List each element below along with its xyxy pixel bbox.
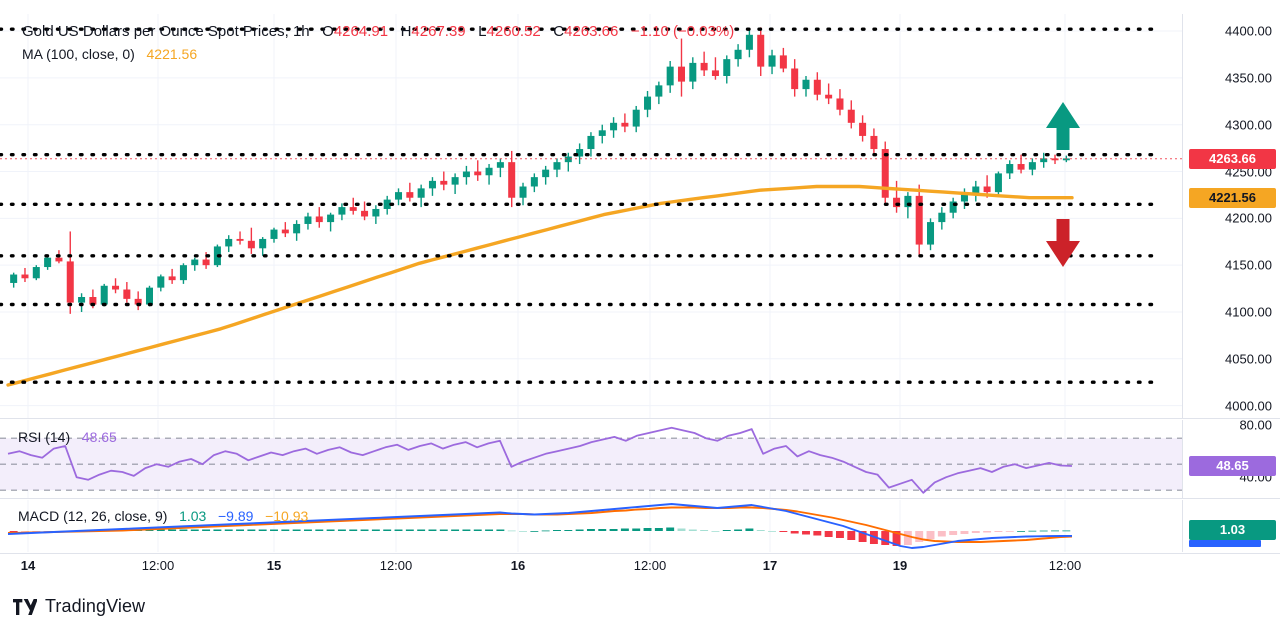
bullish-arrow[interactable] — [1046, 102, 1080, 150]
rsi-axis[interactable]: 80.00 40.00 48.65 — [1182, 417, 1280, 498]
macd-chart-canvas[interactable] — [0, 500, 1182, 552]
pane-divider-macd[interactable] — [0, 498, 1280, 499]
price-axis-label: 4050.00 — [1225, 351, 1272, 367]
time-axis-label: 12:00 — [379, 558, 413, 573]
tradingview-logo[interactable]: TradingView — [13, 596, 145, 617]
time-axis-label: 12:00 — [1048, 558, 1082, 573]
time-axis[interactable]: 14 12:00 15 12:00 16 12:00 17 19 12:00 — [0, 553, 1280, 583]
time-axis-label: 12:00 — [141, 558, 175, 573]
macd-indicator-pane[interactable] — [0, 500, 1182, 552]
price-axis-label: 4400.00 — [1225, 23, 1272, 39]
time-axis-label: 16 — [510, 558, 526, 573]
time-axis-label: 14 — [20, 558, 36, 573]
rsi-indicator-pane[interactable] — [0, 420, 1182, 498]
price-axis-label: 4300.00 — [1225, 117, 1272, 133]
price-chart-canvas[interactable] — [0, 14, 1182, 418]
last-price-badge[interactable]: 4263.66 — [1189, 148, 1276, 169]
rsi-axis-label: 80.00 — [1239, 417, 1272, 433]
macd-line-marker — [1189, 540, 1261, 548]
time-axis-label: 15 — [266, 558, 282, 573]
macd-value-badge[interactable]: 1.03 — [1189, 520, 1276, 541]
price-axis-label: 4100.00 — [1225, 304, 1272, 320]
price-axis[interactable]: 4400.00 4350.00 4300.00 4250.00 4200.00 4150.… — [1182, 14, 1280, 418]
price-axis-label: 4350.00 — [1225, 70, 1272, 86]
macd-axis[interactable]: 1.03 — [1182, 500, 1280, 552]
rsi-value-badge[interactable]: 48.65 — [1189, 455, 1276, 476]
price-chart-pane[interactable] — [0, 14, 1182, 418]
price-axis-label: 4200.00 — [1225, 210, 1272, 226]
ma-price-badge[interactable]: 4221.56 — [1189, 188, 1276, 209]
time-axis-label: 17 — [762, 558, 778, 573]
time-axis-label: 12:00 — [633, 558, 667, 573]
price-axis-label: 4150.00 — [1225, 257, 1272, 273]
pane-divider-rsi[interactable] — [0, 418, 1280, 419]
time-axis-label: 19 — [892, 558, 908, 573]
price-axis-label: 4000.00 — [1225, 398, 1272, 414]
rsi-chart-canvas[interactable] — [0, 420, 1182, 498]
tradingview-wordmark: TradingView — [45, 596, 146, 616]
tradingview-mark-icon — [13, 598, 37, 615]
bearish-arrow[interactable] — [1046, 219, 1080, 267]
